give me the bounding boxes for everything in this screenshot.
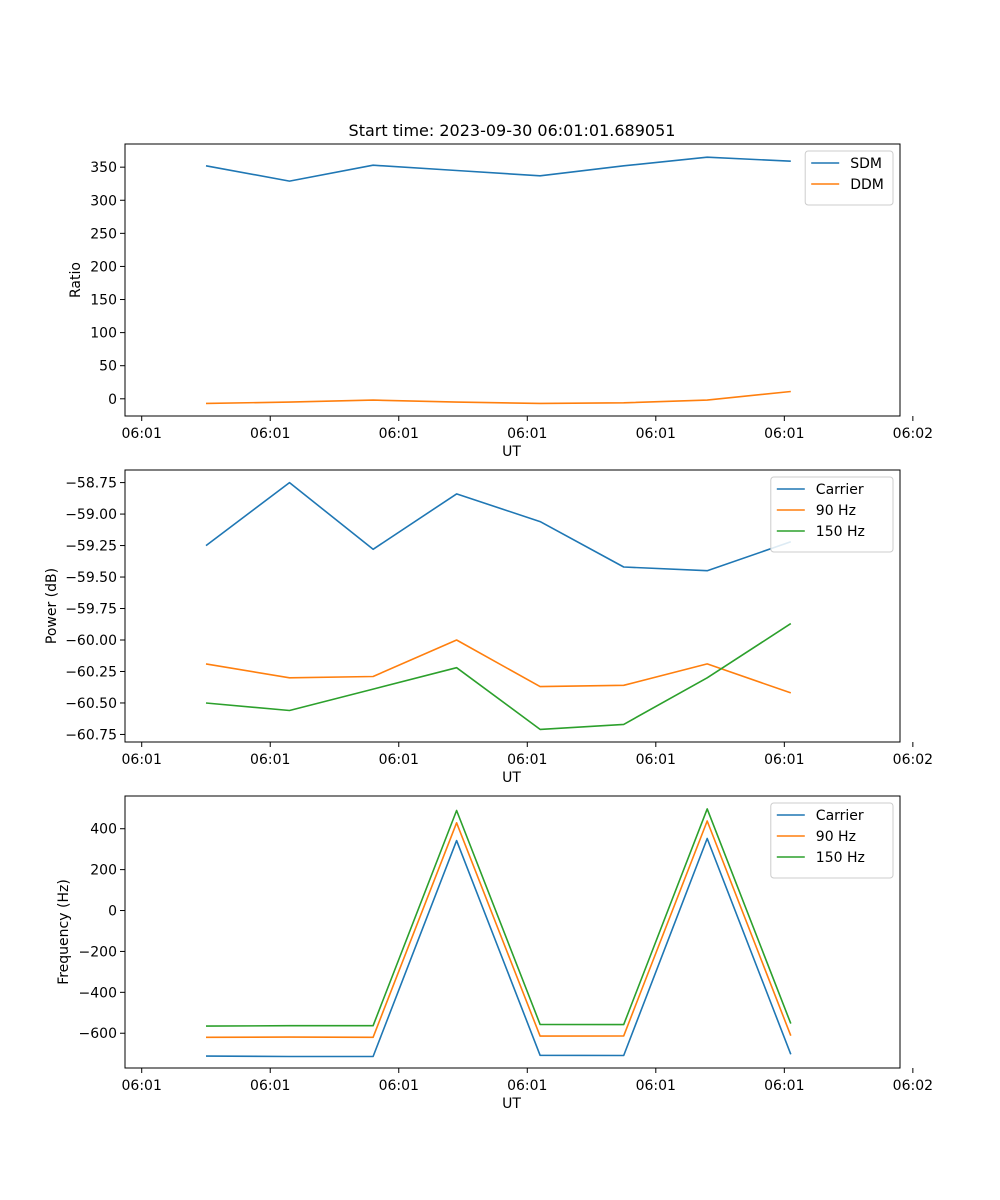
subplot-2-y-tick-label: −59.25 bbox=[65, 539, 117, 555]
subplot-3-legend: Carrier 90 Hz 150 Hz bbox=[770, 802, 894, 879]
subplot-1-y-tick-label: 150 bbox=[90, 293, 117, 309]
subplot-1-x-tick-label: 06:01 bbox=[636, 426, 676, 442]
subplot-2-x-axis-label: UT bbox=[502, 770, 521, 786]
subplot-2-y-tick-label: −60.50 bbox=[65, 696, 117, 712]
subplot-1-y-tick-label: 300 bbox=[90, 193, 117, 209]
subplot-2-y-tick-label: −60.25 bbox=[65, 664, 117, 680]
subplot-2-x-tick-label: 06:02 bbox=[893, 752, 933, 768]
subplot-2-series-150-hz-line bbox=[205, 622, 792, 731]
subplot-2-y-tick-label: −60.00 bbox=[65, 633, 117, 649]
subplot-3-y-tick-label: −200 bbox=[79, 944, 117, 960]
subplot-3-legend-box bbox=[770, 802, 894, 879]
subplot-3-y-tick-label: −400 bbox=[79, 985, 117, 1001]
subplot-1-legend-box bbox=[804, 150, 894, 206]
subplot-3-legend-label: Carrier bbox=[816, 808, 864, 824]
subplot-1-series-ddm-line bbox=[205, 390, 791, 405]
subplot-1: 06:01 06:01 06:01 06:01 06:01 06:01 06:02 0 50 10… bbox=[68, 143, 933, 460]
subplot-2-y-tick-label: −58.75 bbox=[65, 476, 117, 492]
subplot-3-y-tick-label: 400 bbox=[90, 822, 117, 838]
subplot-2-y-tick-label: −60.75 bbox=[65, 727, 117, 743]
subplot-1-series-sdm-line bbox=[205, 156, 791, 182]
subplot-2-x-tick-label: 06:01 bbox=[764, 752, 804, 768]
subplot-1-x-tick-label: 06:02 bbox=[893, 426, 933, 442]
chart-title: Start time: 2023-09-30 06:01:01.689051 bbox=[349, 121, 676, 140]
subplot-2-legend: Carrier 90 Hz 150 Hz bbox=[770, 476, 894, 553]
subplot-1-legend-label: SDM bbox=[850, 156, 882, 172]
subplot-1-y-tick-label: 50 bbox=[99, 359, 117, 375]
subplot-3-y-tick-label: 0 bbox=[108, 904, 117, 920]
subplot-1-y-tick-label: 0 bbox=[108, 392, 117, 408]
subplot-2-y-tick-label: −59.50 bbox=[65, 570, 117, 586]
subplot-1-legend-label: DDM bbox=[850, 177, 884, 193]
subplot-1-y-axis-label: Ratio bbox=[68, 262, 84, 298]
subplot-2-y-tick-label: −59.00 bbox=[65, 507, 117, 523]
subplot-1-x-tick-label: 06:01 bbox=[764, 426, 804, 442]
subplot-2-x-tick-label: 06:01 bbox=[636, 752, 676, 768]
subplot-1-x-tick-label: 06:01 bbox=[379, 426, 419, 442]
subplot-3-y-tick-label: 200 bbox=[90, 863, 117, 879]
subplot-3-y-tick-label: −600 bbox=[79, 1026, 117, 1042]
subplot-3-y-axis-label: Frequency (Hz) bbox=[56, 879, 72, 985]
subplot-1-y-tick-label: 200 bbox=[90, 259, 117, 275]
subplot-3-x-tick-label: 06:01 bbox=[764, 1078, 804, 1094]
subplot-2-y-tick-label: −59.75 bbox=[65, 602, 117, 618]
subplot-1-y-tick-label: 350 bbox=[90, 160, 117, 176]
subplot-3-x-tick-label: 06:01 bbox=[636, 1078, 676, 1094]
subplot-3-series-carrier-line bbox=[205, 837, 792, 1058]
subplot-3-series-90-hz-line bbox=[205, 820, 792, 1039]
subplot-2-legend-box bbox=[770, 476, 894, 553]
subplot-2-frame bbox=[124, 469, 901, 743]
subplot-2-series-carrier-line bbox=[205, 481, 792, 572]
subplot-1-x-tick-label: 06:01 bbox=[122, 426, 162, 442]
subplot-2-legend-label: 150 Hz bbox=[816, 524, 865, 540]
subplot-3-x-tick-label: 06:01 bbox=[507, 1078, 547, 1094]
subplot-2-legend-label: Carrier bbox=[816, 482, 864, 498]
subplot-3-x-tick-label: 06:01 bbox=[122, 1078, 162, 1094]
subplot-3-series-150-hz-line bbox=[205, 808, 792, 1027]
subplot-3-legend-label: 150 Hz bbox=[816, 850, 865, 866]
subplot-3-x-axis-label: UT bbox=[502, 1096, 521, 1112]
subplot-3-frame bbox=[124, 795, 901, 1069]
subplot-3: 06:01 06:01 06:01 06:01 06:01 06:01 06:02 −600 −… bbox=[56, 795, 933, 1112]
subplot-3-x-tick-label: 06:01 bbox=[379, 1078, 419, 1094]
subplot-1-x-tick-label: 06:01 bbox=[507, 426, 547, 442]
subplot-1-y-tick-label: 100 bbox=[90, 326, 117, 342]
subplot-2-series-90-hz-line bbox=[205, 639, 792, 694]
subplot-1-y-tick-label: 250 bbox=[90, 226, 117, 242]
subplot-1-legend: SDM DDM bbox=[804, 150, 894, 206]
subplot-2-legend-label: 90 Hz bbox=[816, 503, 856, 519]
subplot-1-frame bbox=[124, 143, 901, 417]
subplot-3-x-tick-label: 06:02 bbox=[893, 1078, 933, 1094]
subplot-2: 06:01 06:01 06:01 06:01 06:01 06:01 06:02 −60.7… bbox=[44, 469, 933, 786]
subplot-3-legend-label: 90 Hz bbox=[816, 829, 856, 845]
subplot-2-x-tick-label: 06:01 bbox=[507, 752, 547, 768]
subplot-3-x-tick-label: 06:01 bbox=[250, 1078, 290, 1094]
subplot-2-x-tick-label: 06:01 bbox=[379, 752, 419, 768]
subplot-1-x-tick-label: 06:01 bbox=[250, 426, 290, 442]
plots-container: 06:01 06:01 06:01 06:01 06:01 06:01 06:02 0 50 10… bbox=[44, 143, 933, 1112]
subplot-1-x-axis-label: UT bbox=[502, 444, 521, 460]
subplot-2-x-tick-label: 06:01 bbox=[122, 752, 162, 768]
subplot-2-x-tick-label: 06:01 bbox=[250, 752, 290, 768]
subplot-2-y-axis-label: Power (dB) bbox=[44, 568, 60, 644]
